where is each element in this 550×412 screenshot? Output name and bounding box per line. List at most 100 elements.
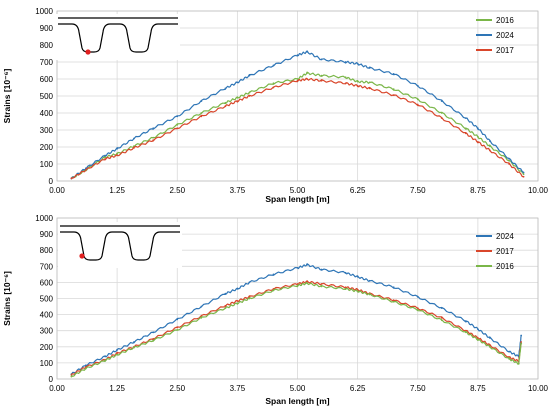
cross-section-inset [58,222,182,268]
data-point-2016 [320,285,323,288]
data-point-2016 [176,328,179,331]
y-tick-label: 700 [40,58,54,67]
data-point-2024 [368,67,371,69]
x-axis-label: Span length [m] [265,194,329,204]
data-point-2017 [176,326,179,329]
data-point-2016 [356,290,359,293]
legend-label-2017: 2017 [496,46,514,55]
data-point-2024 [176,115,179,118]
y-tick-label: 600 [40,278,54,287]
x-tick-label: 0.00 [49,384,65,393]
y-tick-label: 200 [40,343,54,352]
x-tick-label: 8.75 [470,186,486,195]
data-point-2024 [508,350,511,353]
series-line-2024 [71,50,524,179]
data-point-2016 [476,135,479,138]
y-tick-label: 500 [40,295,54,304]
data-point-2016 [236,302,239,305]
data-point-2017 [70,177,73,180]
data-point-2016 [104,156,106,159]
y-tick-label: 0 [49,177,54,186]
legend-label-2024: 2024 [496,31,514,40]
data-point-2024 [272,64,275,67]
data-point-2017 [84,169,87,171]
inset-background [56,14,180,60]
data-point-2024 [320,268,323,271]
data-point-2016 [416,308,419,311]
plot-area [56,217,539,380]
data-point-2016 [522,173,525,176]
data-point-2024 [272,273,275,276]
data-point-2016 [224,101,227,104]
data-point-2024 [116,147,119,150]
data-point-2017 [116,154,119,157]
data-point-2016 [392,300,395,303]
x-tick-label: 6.25 [350,186,366,195]
data-point-2017 [224,304,227,307]
y-tick-label: 1000 [35,214,53,223]
data-point-2017 [248,95,251,97]
legend-label-2024: 2024 [496,232,514,241]
data-point-2016 [464,331,467,334]
data-point-2024 [248,74,251,77]
data-point-2017 [356,84,359,87]
x-tick-label: 7.50 [410,384,426,393]
series-line-2024 [70,263,522,375]
y-tick-label: 700 [40,262,54,271]
data-point-2016 [116,353,119,356]
data-point-2017 [440,117,443,119]
y-axis-label: Strains [10⁻⁶] [2,271,12,326]
data-point-2017 [368,87,371,90]
girder-profile [58,23,178,53]
data-point-2024 [520,334,523,337]
y-tick-label: 300 [40,327,54,336]
x-tick-label: 6.25 [350,384,366,393]
data-point-2017 [236,300,239,302]
data-point-2024 [236,287,239,290]
data-point-2024 [236,81,239,84]
data-point-2016 [152,136,155,139]
x-tick-label: 1.25 [109,384,125,393]
y-tick-label: 1000 [35,7,53,16]
data-point-2024 [344,271,347,274]
data-point-2017 [236,100,239,102]
data-point-2016 [248,91,251,94]
data-point-2024 [440,307,443,310]
data-point-2024 [116,349,119,351]
data-point-2024 [344,61,347,63]
data-point-2017 [133,146,135,149]
y-tick-label: 500 [40,92,54,101]
data-point-2024 [320,58,323,61]
data-point-2017 [306,280,309,283]
y-tick-label: 300 [40,126,54,135]
data-point-2017 [296,283,299,285]
y-tick-label: 0 [49,375,54,384]
data-point-2024 [392,286,395,289]
y-tick-label: 900 [40,24,54,33]
data-point-2024 [464,320,467,322]
data-point-2024 [152,331,155,334]
y-tick-label: 800 [40,246,54,255]
data-point-2024 [296,54,299,57]
data-point-2016 [272,82,275,85]
data-point-2024 [248,281,251,284]
x-tick-label: 1.25 [109,186,125,195]
data-point-2017 [489,149,491,152]
data-point-2016 [116,152,119,155]
data-point-2017 [440,316,443,319]
data-point-2024 [489,140,491,142]
data-point-2017 [176,127,179,130]
data-point-2016 [508,159,511,162]
x-tick-label: 7.50 [410,186,426,195]
data-point-2017 [344,286,347,289]
data-point-2016 [200,316,203,319]
data-point-2017 [200,115,203,118]
data-point-2024 [296,267,299,269]
data-point-2024 [440,100,443,102]
data-point-2017 [392,299,395,302]
data-point-2017 [272,86,275,89]
data-point-2017 [152,337,155,340]
legend-label-2016: 2016 [496,16,514,25]
data-point-2016 [520,342,523,345]
series-line-2016 [70,71,525,179]
